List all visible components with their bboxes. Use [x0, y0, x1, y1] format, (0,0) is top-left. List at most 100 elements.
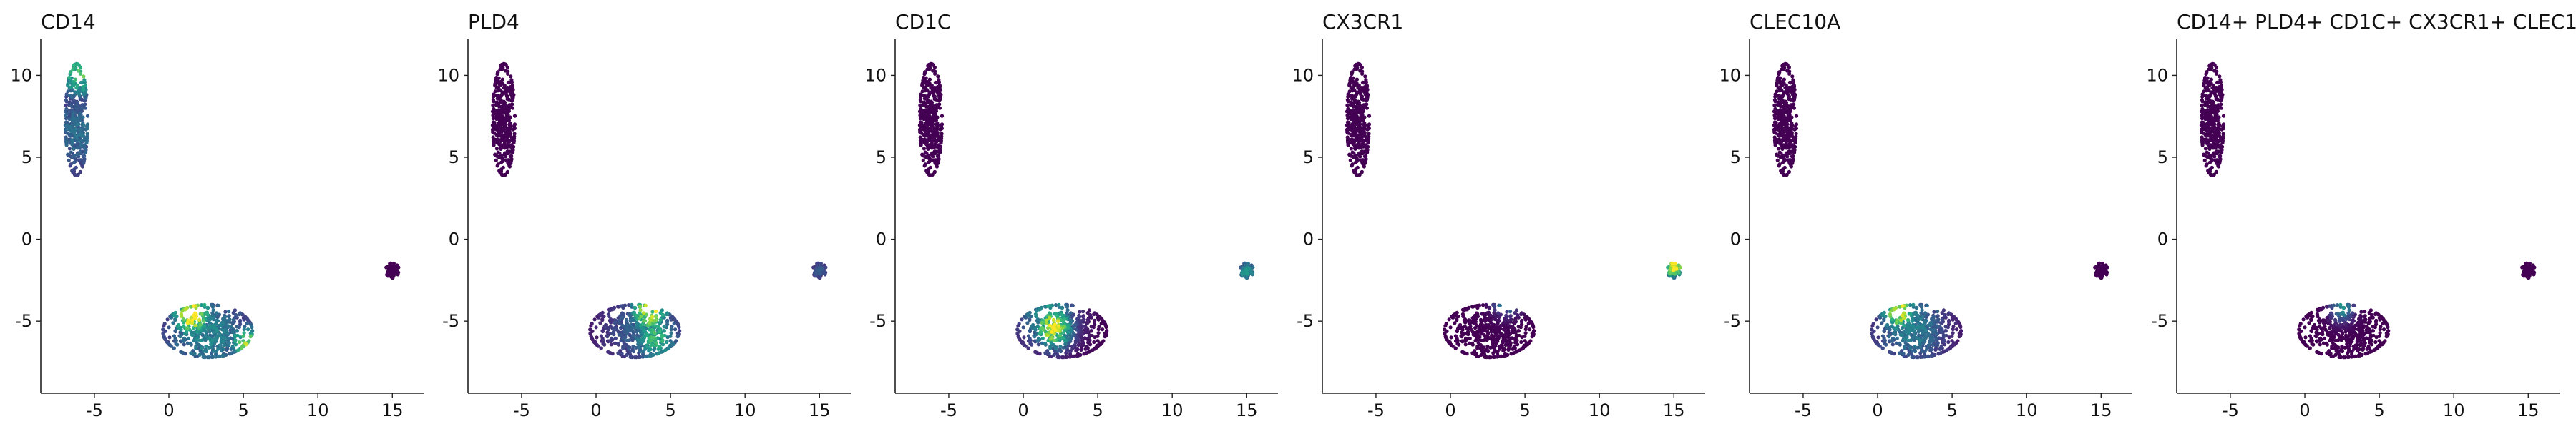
scatter-point [1947, 311, 1951, 315]
scatter-point [1346, 143, 1350, 147]
scatter-point [200, 312, 204, 316]
scatter-point [618, 318, 622, 322]
scatter-point [215, 335, 220, 339]
scatter-point [1074, 349, 1078, 353]
scatter-point [1923, 319, 1927, 323]
scatter-point [1924, 335, 1928, 339]
scatter-point [494, 147, 499, 151]
scatter-point [1038, 307, 1043, 311]
scatter-point [1929, 353, 1933, 358]
scatter-point [1882, 329, 1886, 333]
scatter-point [1035, 325, 1040, 329]
scatter-point [242, 317, 246, 322]
scatter-point [1351, 76, 1355, 80]
scatter-point [201, 319, 206, 323]
scatter-point [1349, 147, 1353, 151]
scatter-point [651, 352, 655, 357]
scatter-point [637, 345, 641, 350]
scatter-point [1081, 310, 1085, 314]
scatter-point [1017, 322, 1021, 326]
scatter-point [204, 349, 209, 354]
scatter-point [1460, 312, 1465, 317]
scatter-point [658, 330, 662, 334]
scatter-point [1093, 311, 1097, 315]
x-tick-label: 0 [163, 400, 174, 420]
scatter-point [216, 303, 220, 307]
scatter-point [172, 313, 177, 318]
scatter-point [601, 338, 605, 342]
scatter-point [501, 110, 505, 114]
scatter-point [245, 321, 249, 326]
scatter-point [1358, 154, 1362, 159]
scatter-point [1042, 327, 1046, 332]
scatter-point [189, 341, 193, 345]
scatter-point [592, 317, 597, 322]
scatter-point [222, 335, 226, 340]
scatter-point [491, 103, 495, 107]
scatter-point [64, 139, 69, 144]
scatter-point [1484, 302, 1488, 307]
scatter-point [82, 145, 87, 149]
scatter-point [189, 351, 193, 355]
x-tick-label: -5 [513, 400, 530, 420]
scatter-point [1790, 74, 1795, 79]
scatter-point [1903, 337, 1907, 341]
scatter-point [937, 99, 941, 103]
scatter-point [608, 325, 613, 329]
scatter-point [1927, 323, 1931, 327]
scatter-point [1087, 333, 1091, 337]
scatter-point [599, 334, 604, 338]
scatter-point [1792, 150, 1797, 155]
scatter-point [1367, 114, 1372, 118]
scatter-point [231, 317, 235, 322]
scatter-point [663, 348, 668, 352]
scatter-point [73, 90, 77, 94]
scatter-point [1054, 346, 1058, 350]
scatter-point [1080, 315, 1085, 319]
scatter-point [625, 338, 629, 342]
scatter-point [209, 342, 213, 346]
scatter-point [167, 325, 171, 330]
scatter-point [1519, 340, 1523, 345]
scatter-point [211, 308, 215, 312]
scatter-point [161, 332, 165, 336]
scatter-point [939, 141, 943, 145]
scatter-point [78, 85, 82, 90]
scatter-point [1493, 305, 1497, 309]
scatter-point [627, 303, 631, 307]
scatter-point [649, 335, 653, 340]
scatter-point [1946, 320, 1951, 324]
scatter-point [1075, 353, 1079, 358]
scatter-point [1903, 346, 1907, 350]
scatter-point [613, 341, 618, 345]
x-tick-label: -5 [1795, 400, 1812, 420]
scatter-point [1467, 305, 1471, 310]
scatter-point [1950, 334, 1954, 338]
scatter-point [1920, 349, 1924, 353]
scatter-point [1085, 317, 1090, 322]
scatter-point [1908, 346, 1913, 350]
scatter-point [1097, 325, 1101, 329]
scatter-point [1035, 309, 1039, 313]
y-tick-label: 5 [449, 147, 459, 167]
scatter-point [1913, 334, 1917, 338]
scatter-point [225, 331, 230, 335]
scatter-point [216, 347, 220, 351]
scatter-point [657, 351, 661, 355]
scatter-point [1921, 325, 1925, 330]
scatter-point [76, 62, 80, 66]
scatter-point [85, 114, 90, 118]
scatter-point [78, 139, 82, 143]
scatter-point [1065, 308, 1070, 312]
scatter-point [590, 322, 594, 326]
scatter-point [1672, 265, 1677, 270]
scatter-point [1040, 320, 1044, 325]
scatter-point [198, 322, 203, 327]
scatter-point [174, 338, 178, 342]
scatter-point [645, 333, 650, 337]
scatter-point [669, 327, 673, 332]
scatter-point [1772, 117, 1777, 121]
scatter-point [1792, 106, 1796, 110]
scatter-point [1089, 325, 1093, 329]
scatter-point [652, 335, 656, 340]
